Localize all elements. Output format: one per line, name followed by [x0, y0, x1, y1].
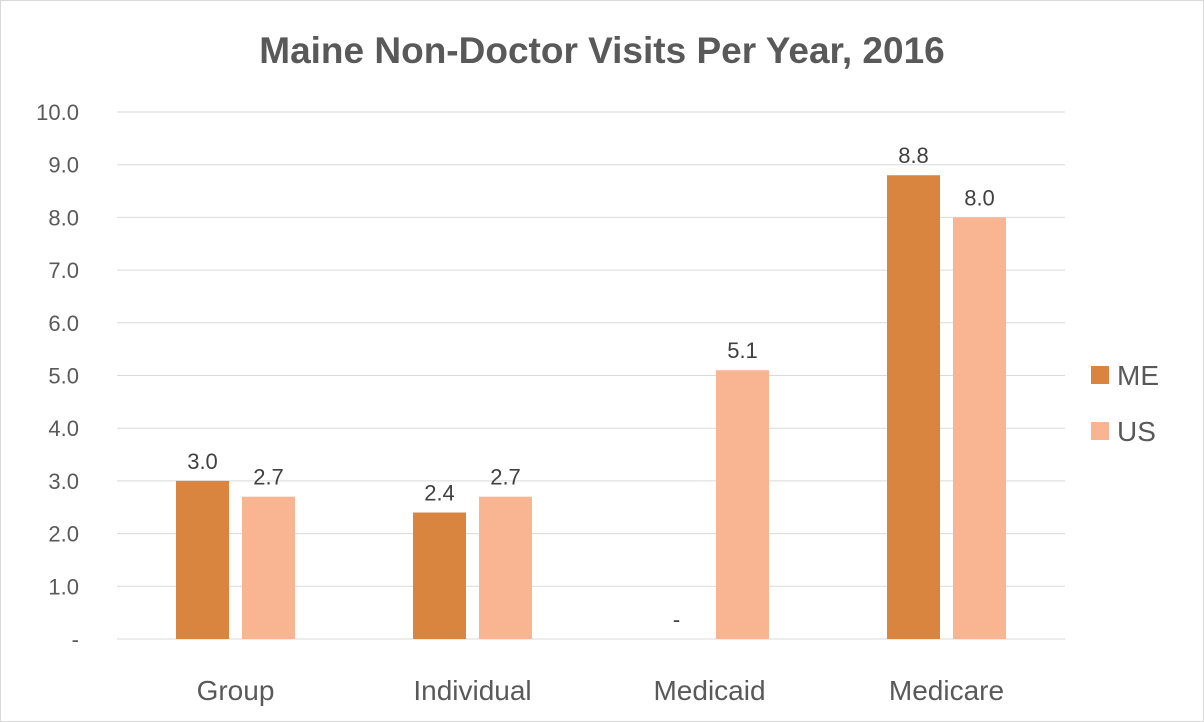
bar-us-group — [242, 496, 295, 639]
chart-title: Maine Non-Doctor Visits Per Year, 2016 — [259, 30, 945, 71]
legend-swatch-us — [1091, 422, 1109, 440]
bar-us-individual — [479, 496, 532, 639]
y-tick-label: 4.0 — [48, 416, 79, 441]
bar-me-individual — [413, 512, 466, 639]
legend-swatch-me — [1091, 366, 1109, 384]
x-axis-categories: Group Individual Medicaid Medicare — [197, 675, 1005, 706]
y-tick-label: 10.0 — [36, 100, 79, 125]
y-tick-label: 3.0 — [48, 469, 79, 494]
y-tick-label: 5.0 — [48, 364, 79, 389]
data-label-me-individual: 2.4 — [424, 481, 455, 506]
y-axis-ticks: - 1.0 2.0 3.0 4.0 5.0 6.0 7.0 8.0 9.0 10.0 — [36, 100, 79, 652]
data-label-us-individual: 2.7 — [490, 465, 521, 490]
y-tick-label: - — [72, 627, 79, 652]
y-tick-label: 7.0 — [48, 258, 79, 283]
legend: ME US — [1091, 360, 1159, 447]
y-tick-label: 1.0 — [48, 574, 79, 599]
bar-us-medicare — [953, 217, 1006, 639]
bars — [176, 175, 1006, 640]
bar-me-medicare — [887, 175, 940, 640]
y-tick-label: 8.0 — [48, 205, 79, 230]
data-label-us-medicaid: 5.1 — [727, 338, 758, 363]
legend-label-me: ME — [1117, 360, 1159, 391]
y-tick-label: 9.0 — [48, 153, 79, 178]
category-label-medicaid: Medicaid — [653, 675, 765, 706]
data-label-us-group: 2.7 — [253, 465, 284, 490]
category-label-individual: Individual — [413, 675, 531, 706]
data-label-me-medicaid: - — [673, 607, 680, 632]
y-tick-label: 6.0 — [48, 311, 79, 336]
data-labels: 3.0 2.7 2.4 2.7 - 5.1 8.8 8.0 — [187, 143, 995, 632]
bar-me-group — [176, 480, 229, 639]
y-tick-label: 2.0 — [48, 522, 79, 547]
legend-label-us: US — [1117, 416, 1156, 447]
data-label-me-medicare: 8.8 — [898, 143, 929, 168]
category-label-group: Group — [197, 675, 275, 706]
bar-us-medicaid — [716, 370, 769, 639]
data-label-us-medicare: 8.0 — [964, 185, 995, 210]
category-label-medicare: Medicare — [889, 675, 1004, 706]
data-label-me-group: 3.0 — [187, 449, 218, 474]
